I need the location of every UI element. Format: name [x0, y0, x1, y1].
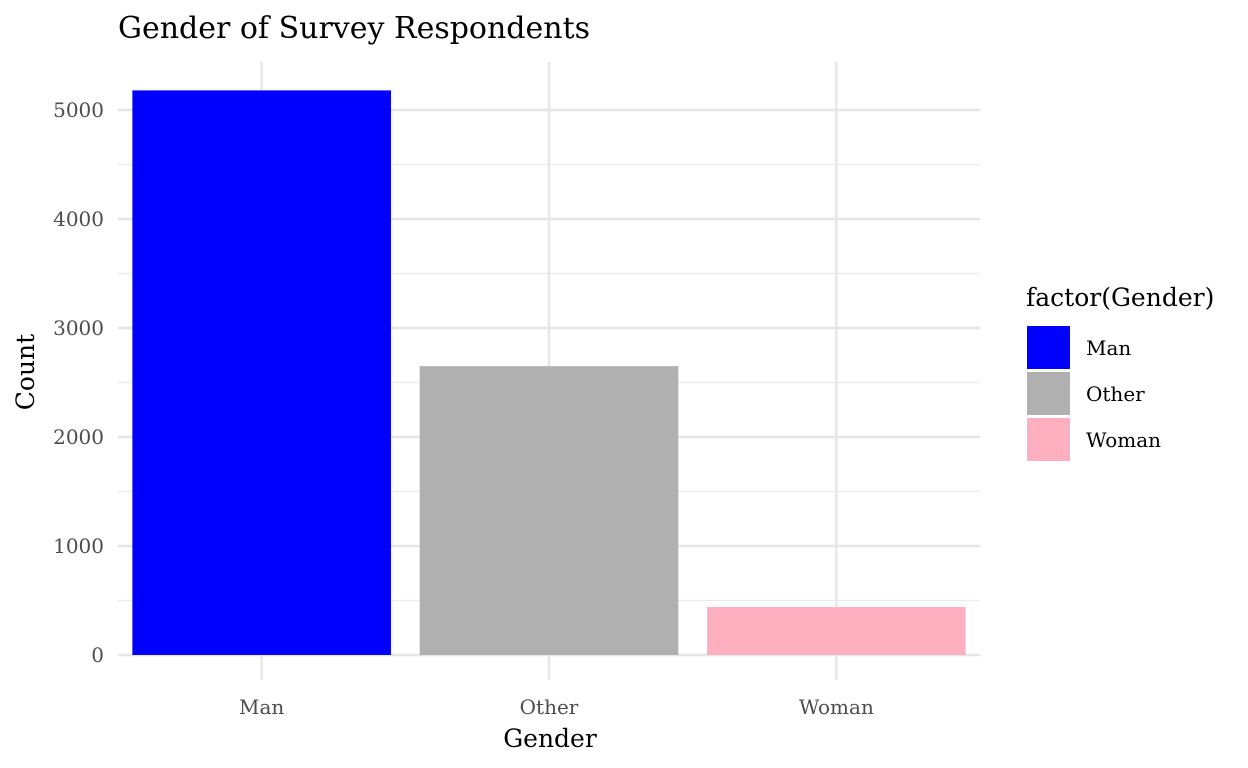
y-tick-label: 0: [91, 643, 104, 667]
bar-man: [132, 90, 391, 655]
y-tick-label: 2000: [53, 425, 104, 449]
legend-label-man: Man: [1086, 336, 1131, 360]
y-axis-title: Count: [11, 334, 40, 410]
x-tick-labels: Man Other Woman: [239, 695, 874, 719]
x-axis-title: Gender: [503, 724, 597, 753]
x-tick-label: Woman: [799, 695, 874, 719]
x-tick-label: Other: [520, 695, 579, 719]
legend-key-man: [1027, 326, 1070, 369]
y-tick-labels: 0 1000 2000 3000 4000 5000: [53, 98, 104, 667]
y-tick-label: 4000: [53, 207, 104, 231]
y-tick-label: 1000: [53, 534, 104, 558]
bar-woman: [707, 607, 966, 655]
bar-other: [419, 366, 679, 655]
bar-layer: [132, 90, 966, 655]
legend-label-other: Other: [1086, 382, 1145, 406]
chart-title: Gender of Survey Respondents: [118, 11, 590, 46]
x-tick-label: Man: [239, 695, 284, 719]
legend-key-other: [1027, 372, 1070, 415]
legend-title: factor(Gender): [1026, 283, 1214, 312]
legend: factor(Gender) Man Other Woman: [1026, 283, 1214, 461]
legend-items: Man Other Woman: [1027, 326, 1161, 461]
legend-key-woman: [1027, 418, 1070, 461]
legend-label-woman: Woman: [1086, 428, 1161, 452]
y-tick-label: 3000: [53, 316, 104, 340]
y-tick-label: 5000: [53, 98, 104, 122]
